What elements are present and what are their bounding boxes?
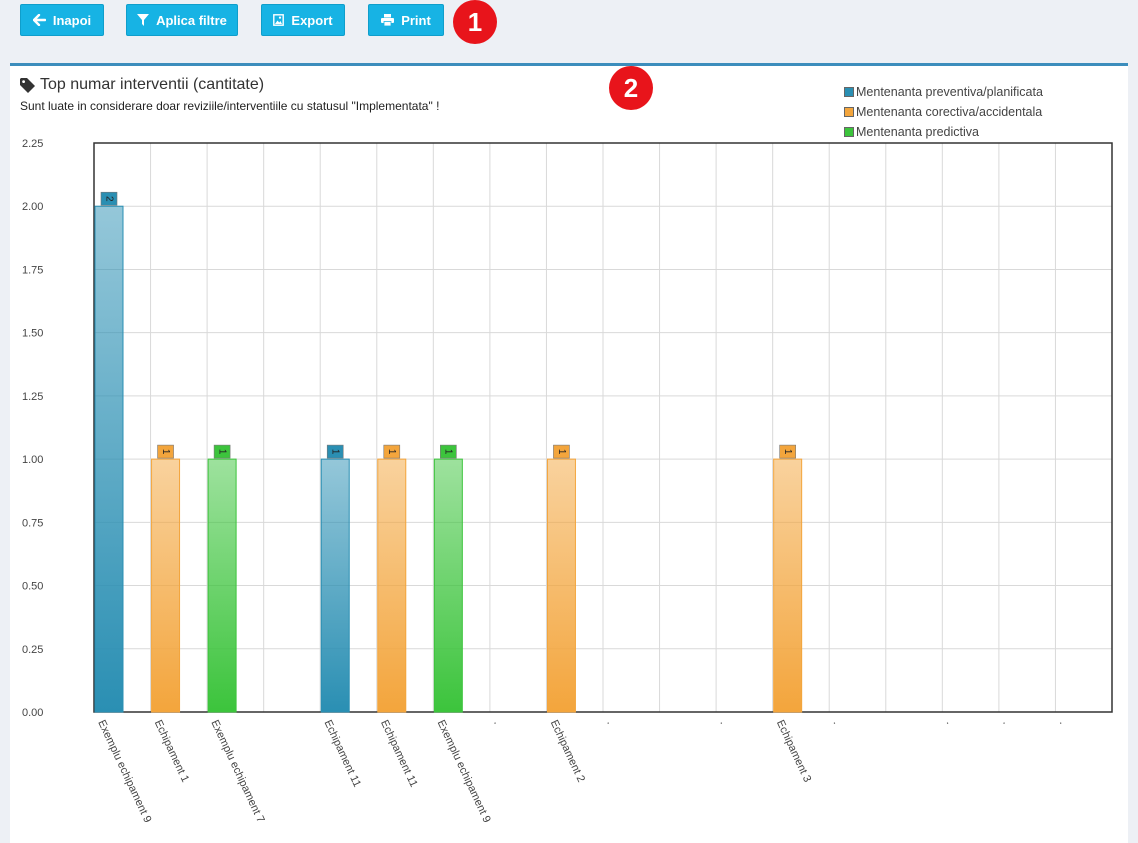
data-label-box <box>440 444 457 459</box>
bar <box>94 205 124 713</box>
bar <box>546 458 576 713</box>
bar <box>377 458 407 713</box>
y-tick-label: 0.25 <box>22 644 43 656</box>
data-label-box <box>553 444 570 459</box>
x-tick-label: Echipament 3 <box>774 718 813 784</box>
step-marker-1: 1 <box>453 0 497 44</box>
y-tick-label: 1.25 <box>22 391 43 403</box>
y-tick-label: 1.50 <box>22 328 43 340</box>
data-label-box <box>213 444 231 459</box>
print-button[interactable]: Print <box>368 4 444 36</box>
toolbar: Inapoi Aplica filtre Export Print 1 <box>0 0 1138 60</box>
y-tick-label: 0.00 <box>22 707 43 719</box>
bar <box>207 458 237 713</box>
x-tick-label: . <box>491 718 503 726</box>
legend-label-predictiva: Mentenanta predictiva <box>856 125 979 139</box>
y-tick-label: 2.00 <box>22 201 43 213</box>
legend-swatch-corectiva <box>844 107 854 117</box>
data-label: 1 <box>216 449 227 455</box>
y-tick-label: 0.50 <box>22 581 43 593</box>
chart-legend: Mentenanta preventiva/planificata Menten… <box>844 82 1043 142</box>
plot-area-frame <box>93 142 1113 713</box>
back-button[interactable]: Inapoi <box>20 4 104 36</box>
data-label-box <box>326 444 344 459</box>
y-tick-label: 0.75 <box>22 517 43 529</box>
legend-swatch-preventiva <box>844 87 854 97</box>
x-tick-label: Exemplu echipament 9 <box>435 718 493 824</box>
x-tick-label: Echipament 2 <box>548 718 587 784</box>
legend-item-corectiva[interactable]: Mentenanta corectiva/accidentala <box>844 102 1043 122</box>
y-tick-label: 1.00 <box>22 454 43 466</box>
x-tick-label: . <box>1057 718 1069 726</box>
x-tick-label: . <box>717 718 729 726</box>
y-tick-label: 1.75 <box>22 264 43 276</box>
bar <box>773 458 803 713</box>
legend-item-predictiva[interactable]: Mentenanta predictiva <box>844 122 1043 142</box>
export-button-label: Export <box>291 12 333 28</box>
data-label: 1 <box>556 449 567 455</box>
print-button-label: Print <box>401 12 431 28</box>
export-button[interactable]: Export <box>261 4 345 36</box>
data-label: 1 <box>782 449 793 455</box>
panel-title-text: Top numar interventii (cantitate) <box>40 76 265 93</box>
arrow-left-icon <box>32 14 46 26</box>
x-tick-label: . <box>831 718 843 726</box>
x-tick-label: Echipament 11 <box>378 718 420 789</box>
legend-item-preventiva[interactable]: Mentenanta preventiva/planificata <box>844 82 1043 102</box>
apply-filters-button[interactable]: Aplica filtre <box>126 4 238 36</box>
x-tick-label: . <box>604 718 616 726</box>
print-icon <box>381 14 395 26</box>
x-tick-label: Exemplu echipament 7 <box>208 718 266 824</box>
step-marker-2: 2 <box>609 66 653 110</box>
back-button-label: Inapoi <box>52 12 92 28</box>
data-label: 1 <box>443 449 454 455</box>
panel-subtitle: Sunt luate in considerare doar reviziile… <box>20 99 440 113</box>
bar <box>320 458 350 713</box>
data-label: 2 <box>103 196 114 202</box>
legend-label-preventiva: Mentenanta preventiva/planificata <box>856 85 1043 99</box>
x-tick-label: Echipament 11 <box>322 718 364 789</box>
apply-filters-button-label: Aplica filtre <box>156 12 227 28</box>
data-label-box <box>779 444 796 459</box>
data-label: 1 <box>330 449 341 455</box>
x-tick-label: Exemplu echipament 9 <box>95 718 153 824</box>
legend-swatch-predictiva <box>844 127 854 137</box>
panel-title: Top numar interventii (cantitate) <box>20 76 264 94</box>
filter-icon <box>137 14 150 26</box>
tag-icon <box>20 77 35 93</box>
data-label-box <box>100 191 118 206</box>
x-tick-label: . <box>1000 718 1012 726</box>
x-tick-label: . <box>944 718 956 726</box>
image-file-icon <box>273 14 285 26</box>
data-label-box <box>383 444 401 459</box>
legend-label-corectiva: Mentenanta corectiva/accidentala <box>856 105 1043 119</box>
y-tick-label: 2.25 <box>22 138 43 150</box>
data-label: 1 <box>386 449 397 455</box>
data-label: 1 <box>160 449 171 455</box>
bar <box>433 458 463 713</box>
data-label-box <box>157 444 174 459</box>
x-tick-label: Echipament 1 <box>152 718 191 784</box>
bar <box>151 458 181 713</box>
